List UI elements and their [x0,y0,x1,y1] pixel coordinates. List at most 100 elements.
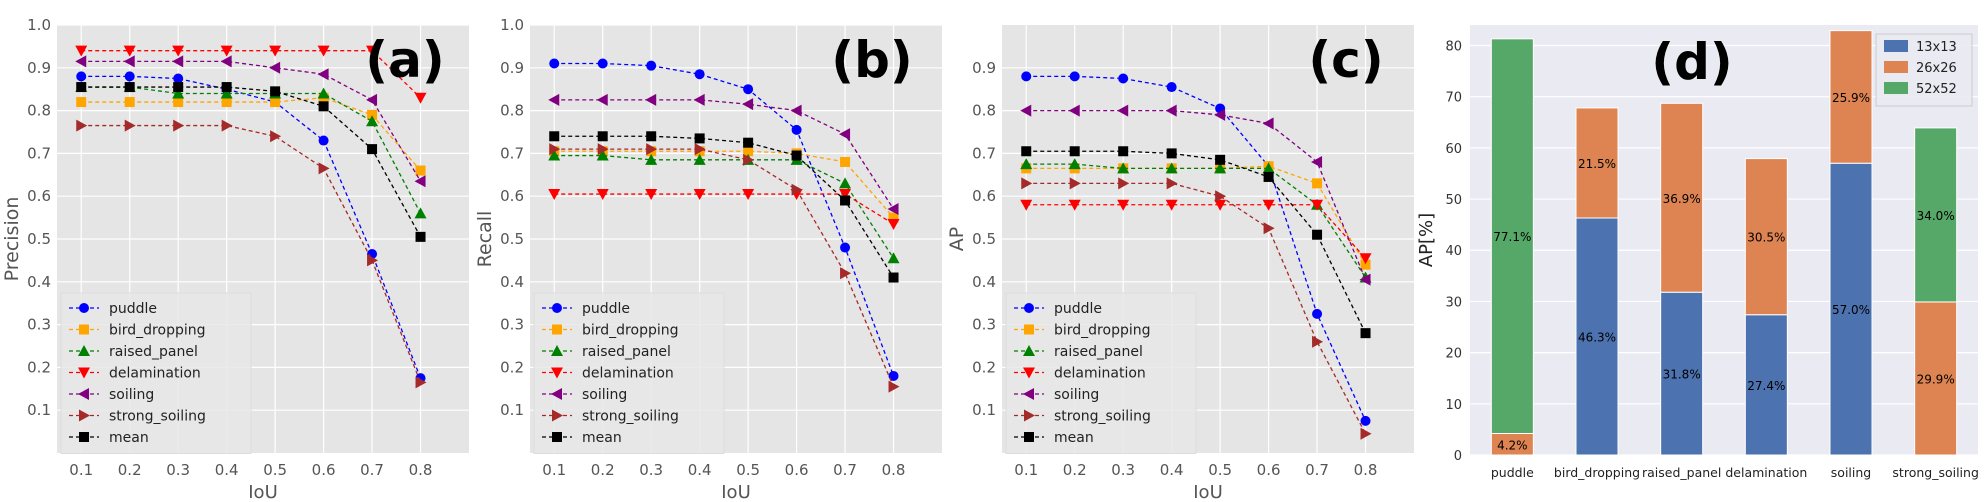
y-axis-label: AP [946,227,968,251]
data-point-soiling [172,55,184,68]
data-point-soiling [1068,104,1080,117]
legend-label-delamination: delamination [109,366,201,382]
data-point-delamination [317,45,330,57]
data-point-delamination [220,45,233,57]
data-point-strong_soiling [1215,190,1227,203]
x-tick-label: 0.2 [591,461,615,479]
bar-value-label: 57.0% [1832,303,1870,317]
y-tick-label: 0.6 [27,187,51,205]
x-tick-label: 0.5 [263,461,287,479]
data-point-bird_dropping [173,97,184,108]
data-point-raised_panel [1214,162,1227,174]
y-tick-label: 80 [1445,39,1462,54]
y-tick-label: 0.3 [972,316,996,334]
data-point-strong_soiling [597,143,609,156]
data-point-delamination [75,45,88,57]
data-point-soiling [645,93,657,106]
x-tick-label: 0.3 [639,461,663,479]
legend-label-delamination: delamination [1054,366,1146,382]
data-point-puddle [1312,308,1323,319]
x-tick-label: raised_panel [1642,465,1721,480]
bar-52x52-strong_soiling [1914,127,1958,303]
bar-13x13-bird_dropping [1575,217,1619,456]
series-delamination [75,45,427,104]
data-point-mean [415,231,426,242]
y-axis-label: Recall [474,211,496,268]
series-line-mean [554,135,895,278]
legend-marker-raised_panel [78,345,90,356]
data-point-raised_panel [1117,162,1130,174]
y-tick-label: 0.7 [500,144,524,162]
data-point-mean [791,150,802,161]
y-tick-label: 70 [1445,91,1462,106]
data-point-puddle [646,60,657,71]
data-point-mean [888,272,899,283]
data-point-soiling [123,55,135,68]
data-point-puddle [694,69,705,80]
data-point-mean [1215,154,1226,165]
legend-marker-mean [1024,432,1034,442]
data-point-puddle [840,242,851,253]
data-point-raised_panel [887,252,900,264]
legend-marker-delamination [1023,367,1035,379]
x-tick-label: 0.6 [785,461,809,479]
data-point-delamination [366,45,379,57]
series-line-strong_soiling [554,148,895,387]
legend-marker-soiling [1023,388,1034,400]
data-point-bird_dropping [124,97,135,108]
data-point-raised_panel [414,207,427,219]
data-point-strong_soiling [1360,427,1372,440]
bar-26x26-raised_panel [1660,102,1704,293]
data-point-soiling [414,175,426,188]
data-point-bird_dropping [840,156,851,167]
data-point-soiling [366,93,378,106]
data-point-soiling [548,93,560,106]
y-tick-label: 10 [1445,398,1462,413]
bar-value-label: 30.5% [1747,231,1785,245]
data-point-raised_panel [1165,162,1178,174]
data-point-raised_panel [1020,158,1033,170]
y-tick-label: 0.1 [500,401,524,419]
x-tick-label: 0.2 [1063,461,1087,479]
x-tick-label: 0.8 [882,461,906,479]
data-point-soiling [269,61,281,74]
y-tick-label: 0.5 [500,230,524,248]
data-point-strong_soiling [1166,177,1178,190]
data-point-mean [1166,148,1177,159]
bar-13x13-raised_panel [1660,291,1704,456]
data-point-delamination [693,189,706,201]
data-point-delamination [1359,253,1372,265]
data-point-puddle [791,124,802,135]
data-point-mean [124,82,135,93]
legend-label-strong_soiling: strong_soiling [582,409,679,425]
x-tick-label: 0.1 [1014,461,1038,479]
x-tick-label: 0.3 [1111,461,1135,479]
legend-label-26x26: 26x26 [1916,61,1957,76]
legend-label-mean: mean [1054,430,1094,446]
data-point-strong_soiling [1312,335,1324,348]
y-tick-label: 60 [1445,142,1462,157]
series-line-raised_panel [81,86,422,214]
x-tick-label: 0.3 [166,461,190,479]
x-tick-label: strong_soiling [1892,465,1978,480]
data-point-delamination [839,189,852,201]
bar-26x26-delamination [1744,158,1788,316]
data-point-strong_soiling [840,267,852,280]
x-tick-label: 0.7 [833,461,857,479]
data-point-soiling [839,128,851,141]
data-point-strong_soiling [221,119,233,132]
bar-26x26-bird_dropping [1575,107,1619,219]
data-point-mean [318,101,329,112]
y-tick-label: 20 [1445,347,1462,362]
legend-label-raised_panel: raised_panel [109,344,198,360]
x-tick-label: delamination [1725,465,1807,480]
legend-marker-mean [552,432,562,442]
series-line-mean [1026,150,1367,334]
data-point-soiling [693,93,705,106]
data-point-strong_soiling [124,119,136,132]
legend-label-strong_soiling: strong_soiling [109,409,206,425]
data-point-strong_soiling [76,119,88,132]
bar-value-label: 31.8% [1663,368,1701,382]
bar-value-label: 21.5% [1578,157,1616,171]
series-line-soiling [81,60,422,182]
